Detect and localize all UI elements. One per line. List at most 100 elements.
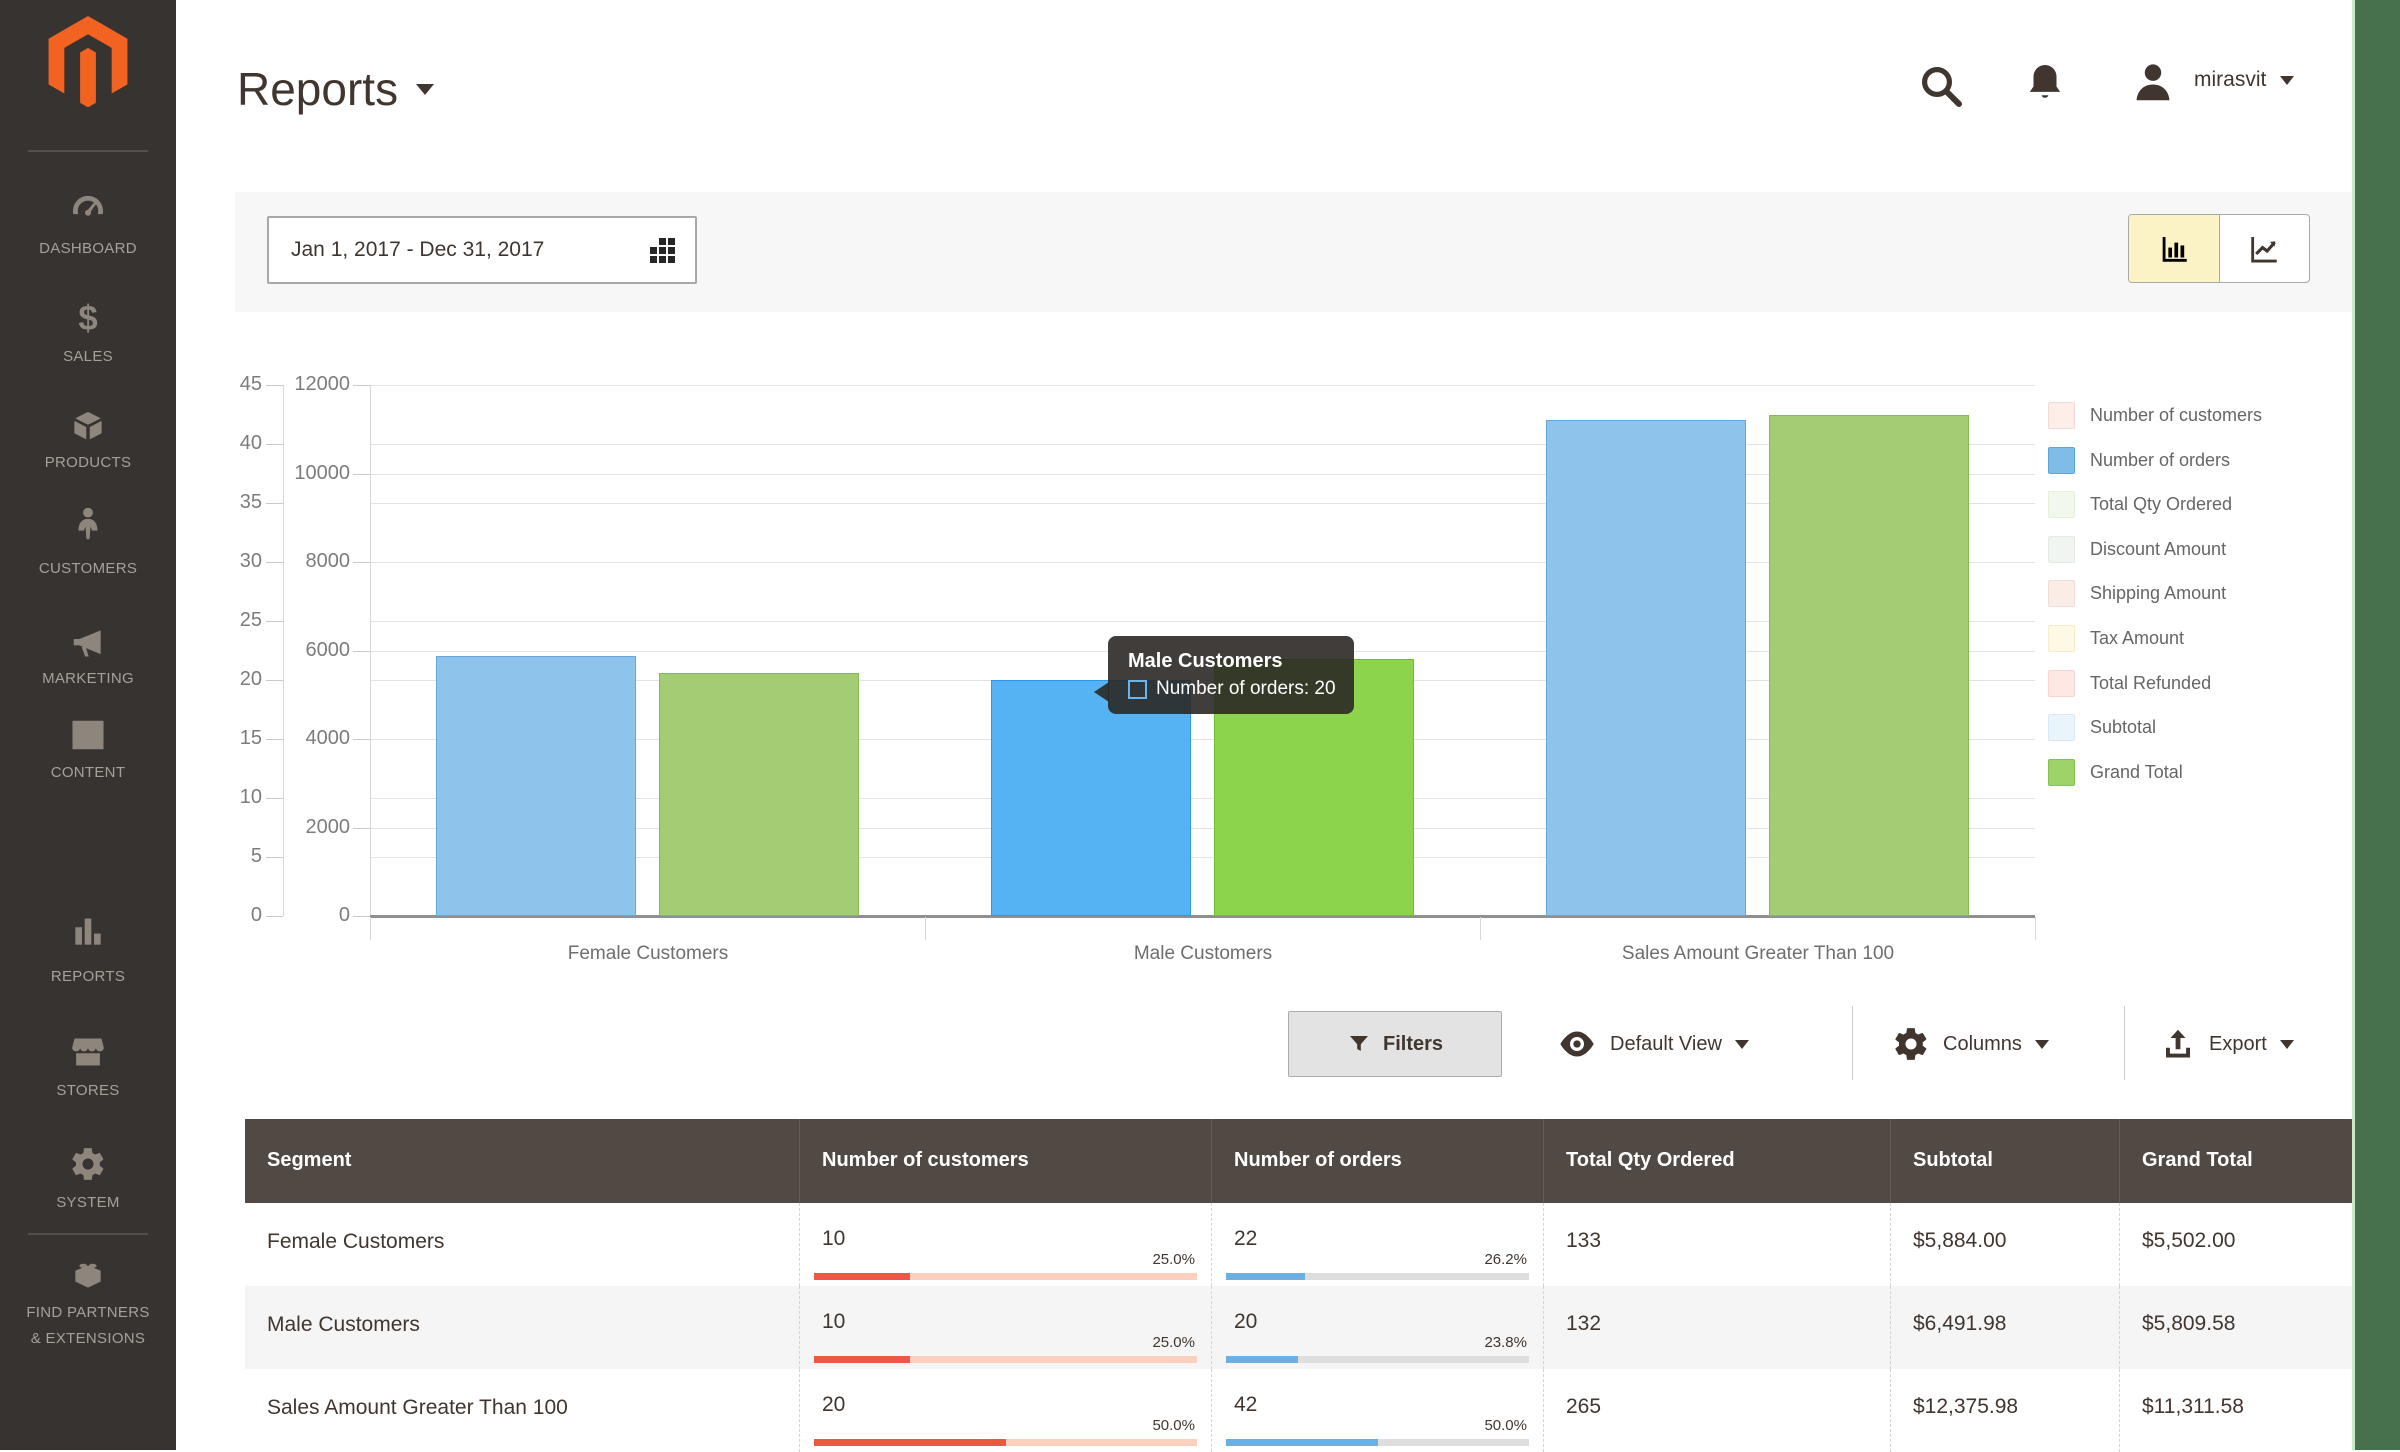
search-icon[interactable]: [1917, 62, 1965, 115]
date-range-input[interactable]: Jan 1, 2017 - Dec 31, 2017: [267, 216, 697, 284]
bar-number-of-orders-3[interactable]: [1546, 420, 1746, 916]
notifications-bell-icon[interactable]: [2022, 60, 2068, 111]
y-axis-tick-mark: [266, 503, 283, 504]
cell-value: Female Customers: [267, 1230, 445, 1253]
sidebar-item-label: DASHBOARD: [39, 240, 137, 257]
y-axis-left-tick-label: 20: [239, 668, 262, 690]
y-axis-left-tick-label: 25: [239, 609, 262, 631]
legend-item-grand-total: Grand Total: [2048, 759, 2183, 786]
y-axis-tick-mark: [353, 916, 370, 917]
legend-item-shipping-amount: Shipping Amount: [2048, 580, 2226, 607]
x-axis-tick-mark: [2035, 917, 2036, 940]
bar-grand-total-1[interactable]: [659, 673, 859, 916]
bar-number-of-orders-1[interactable]: [436, 656, 636, 916]
cell-grand-total: $5,809.58: [2119, 1286, 2356, 1369]
bar-number-of-orders-2[interactable]: [991, 680, 1191, 916]
default-view-button[interactable]: Default View: [1557, 1011, 1749, 1077]
cell-total-qty-ordered: 133: [1543, 1203, 1890, 1286]
cell-number-of-customers: 10 25.0%: [799, 1286, 1211, 1369]
y-axis-right-tick-label: 2000: [305, 815, 351, 838]
cell-total-qty-ordered: 265: [1543, 1369, 1890, 1452]
y-axis-left-tick-label: 45: [239, 373, 262, 395]
x-axis-tick-mark: [1480, 917, 1481, 940]
gridline: [370, 621, 2035, 622]
cell-grand-total: $5,502.00: [2119, 1203, 2356, 1286]
y-axis-tick-mark: [266, 680, 283, 681]
y-axis-left-tick-label: 0: [250, 904, 262, 926]
magento-logo-icon[interactable]: [44, 16, 132, 108]
line-chart-view-button[interactable]: [2218, 215, 2310, 282]
table-header-total-qty-ordered[interactable]: Total Qty Ordered: [1543, 1119, 1890, 1203]
legend-label: Tax Amount: [2090, 628, 2185, 648]
cell-percent: 50.0%: [1484, 1417, 1527, 1434]
filters-button[interactable]: Filters: [1288, 1011, 1502, 1077]
y-axis-tick-mark: [353, 650, 370, 652]
chart-tooltip: Male Customers Number of orders: 20: [1094, 636, 1354, 714]
sidebar-item-label: STORES: [56, 1082, 120, 1099]
x-axis-line: [370, 915, 2035, 918]
legend-swatch: [2048, 714, 2075, 741]
sidebar: DASHBOARD $ SALES PRODUCTS CUSTOMERS MARKETIN…: [0, 0, 176, 1450]
y-axis-left-tick-label: 15: [239, 727, 262, 749]
mini-bar-fill: [814, 1356, 910, 1363]
table-row: Sales Amount Greater Than 100 20 50.0% 42 50…: [245, 1369, 2356, 1452]
cell-total-qty-ordered: 132: [1543, 1286, 1890, 1369]
gridline: [370, 444, 2035, 445]
bar-chart-view-button[interactable]: [2129, 215, 2219, 282]
calendar-grid-icon[interactable]: [650, 237, 675, 263]
table-header-subtotal[interactable]: Subtotal: [1890, 1119, 2119, 1203]
y-axis-right-tick-label: 10000: [294, 461, 350, 484]
cell-segment: Male Customers: [245, 1286, 799, 1369]
table-header-segment[interactable]: Segment: [267, 1149, 352, 1171]
legend-label: Grand Total: [2090, 762, 2183, 782]
cell-percent: 25.0%: [1152, 1251, 1195, 1268]
user-avatar-icon[interactable]: [2130, 60, 2176, 111]
gear-icon: [0, 1145, 176, 1188]
legend-item-subtotal: Subtotal: [2048, 714, 2156, 741]
sidebar-item-label: SALES: [63, 348, 113, 365]
y-axis-right-tick-label: 8000: [305, 550, 351, 572]
gridline: [370, 473, 2035, 475]
tooltip-text: Number of orders: 20: [1156, 678, 1336, 699]
cell-value: Sales Amount Greater Than 100: [267, 1396, 568, 1419]
cell-value: $5,502.00: [2142, 1229, 2236, 1252]
legend-label: Number of customers: [2090, 405, 2263, 425]
export-button[interactable]: Export: [2160, 1011, 2294, 1077]
filter-panel: Jan 1, 2017 - Dec 31, 2017: [235, 192, 2355, 312]
page-title-text: Reports: [237, 63, 399, 115]
cell-number-of-orders: 20 23.8%: [1211, 1286, 1543, 1369]
table-header-grand-total[interactable]: Grand Total: [2119, 1119, 2356, 1203]
mini-bar-track: [814, 1439, 1197, 1446]
y-axis-left-tick-label: 35: [239, 491, 262, 513]
y-axis-tick-mark: [266, 444, 283, 445]
gridline: [370, 857, 2035, 858]
table-header-number-of-orders[interactable]: Number of orders: [1211, 1119, 1543, 1203]
page-title[interactable]: Reports: [237, 62, 435, 116]
cell-value: 133: [1566, 1229, 1602, 1252]
table-header-number-of-customers[interactable]: Number of customers: [799, 1119, 1211, 1203]
legend-label: Discount Amount: [2090, 539, 2227, 559]
export-icon: [2166, 1029, 2190, 1058]
chevron-down-icon: [1734, 1039, 1749, 1049]
y-axis-tick-mark: [353, 385, 370, 386]
cell-subtotal: $12,375.98: [1890, 1369, 2119, 1452]
megaphone-icon: [0, 624, 176, 667]
y-axis-left-tick-label: 30: [239, 550, 262, 572]
bar-grand-total-3[interactable]: [1769, 415, 1969, 916]
legend-swatch: [2048, 491, 2075, 518]
y-axis-right-tick-label: 6000: [305, 638, 351, 661]
chevron-down-icon: [2279, 1039, 2294, 1049]
x-axis-category-label: Sales Amount Greater Than 100: [1621, 943, 1895, 964]
cell-value: 42: [1234, 1393, 1258, 1416]
legend-swatch: [2048, 759, 2075, 786]
user-menu[interactable]: mirasvit: [2194, 68, 2295, 92]
gridline: [370, 739, 2035, 740]
columns-button[interactable]: Columns: [1892, 1011, 2049, 1077]
y-axis-right-tick-label: 0: [338, 904, 350, 926]
y-axis-tick-mark: [266, 916, 283, 917]
cell-segment: Female Customers: [245, 1203, 799, 1286]
sidebar-item-label: REPORTS: [50, 968, 126, 985]
cell-value: $11,311.58: [2142, 1395, 2244, 1418]
cell-segment: Sales Amount Greater Than 100: [245, 1369, 799, 1452]
layout-icon: [0, 716, 176, 759]
